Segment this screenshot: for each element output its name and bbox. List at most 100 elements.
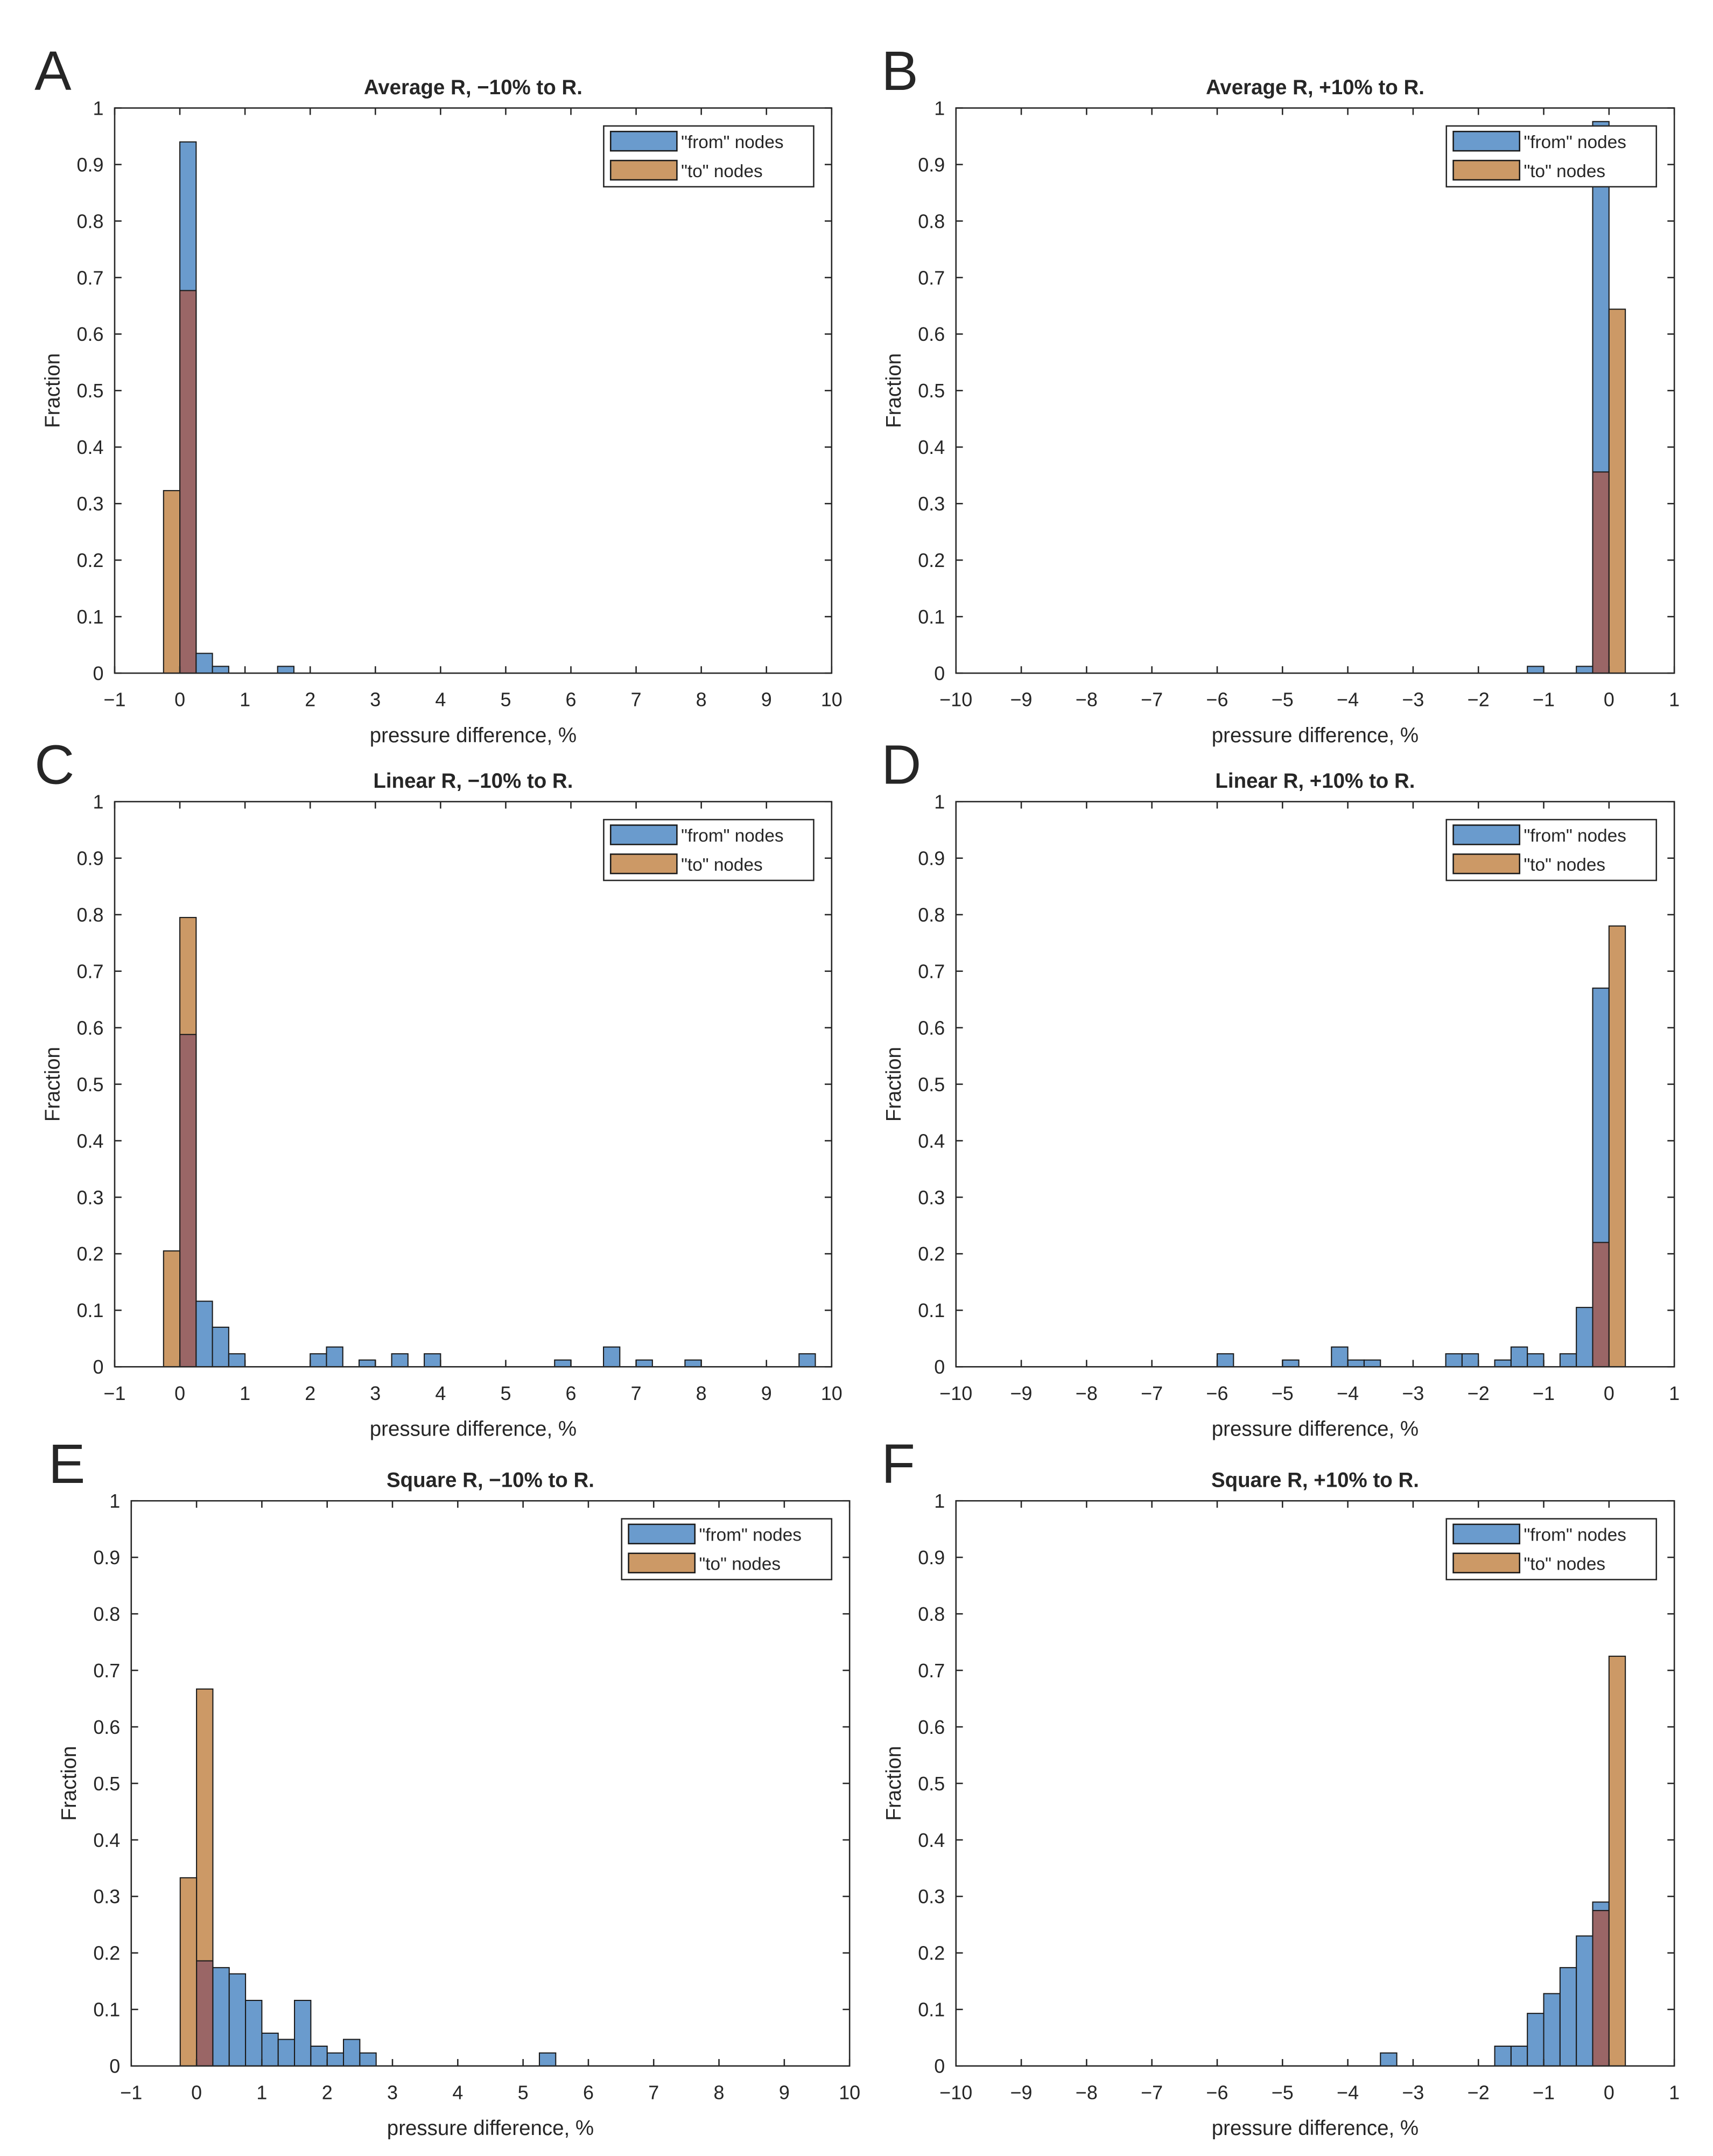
x-tick-label: 7 — [631, 1382, 642, 1404]
x-tick-label: −6 — [1206, 1382, 1228, 1404]
y-axis-label: Fraction — [41, 353, 64, 428]
bar-from-nodes — [326, 1346, 343, 1368]
bar-from-nodes — [1527, 666, 1544, 674]
y-tick-label: 0.2 — [918, 1243, 945, 1265]
y-tick-label: 0.7 — [918, 1660, 945, 1682]
y-tick-label: 0.5 — [93, 1773, 120, 1795]
legend-label-from: "from" nodes — [681, 132, 783, 152]
y-tick-label: 0.3 — [93, 1886, 120, 1908]
y-tick-label: 0.9 — [77, 848, 104, 870]
legend-swatch-to — [1452, 853, 1521, 874]
x-tick-label: 10 — [839, 2081, 860, 2103]
bar-from-nodes — [310, 2046, 328, 2067]
bar-to-nodes — [179, 1877, 198, 2067]
y-tick-label: 1 — [93, 97, 103, 119]
x-tick-label: −2 — [1468, 1382, 1490, 1404]
legend: "from" nodes "to" nodes — [1445, 125, 1658, 188]
y-tick-label: 0.5 — [918, 1073, 945, 1095]
bar-from-nodes — [684, 1359, 702, 1368]
x-axis-label: pressure difference, % — [1212, 1418, 1419, 1441]
legend-swatch-from — [609, 130, 678, 152]
x-tick-label: −1 — [104, 689, 126, 711]
bar-from-nodes — [1527, 2013, 1544, 2067]
y-tick-label: 0.7 — [77, 960, 104, 982]
x-tick-label: 5 — [518, 2081, 529, 2103]
x-tick-label: 0 — [174, 689, 185, 711]
bar-from-nodes — [212, 1967, 230, 2067]
y-tick-label: 0.2 — [93, 1942, 120, 1964]
legend-label-from: "from" nodes — [1524, 132, 1626, 152]
x-tick-label: 6 — [566, 689, 577, 711]
bar-from-nodes — [310, 1353, 327, 1368]
bar-overlap — [1592, 471, 1610, 674]
x-tick-label: 8 — [696, 689, 707, 711]
x-tick-label: −2 — [1468, 2081, 1490, 2103]
panel-letter: B — [881, 40, 918, 102]
x-tick-label: −7 — [1141, 689, 1163, 711]
y-tick-label: 0.5 — [918, 1773, 945, 1795]
y-tick-label: 0.5 — [77, 380, 104, 402]
legend-label-from: "from" nodes — [1524, 826, 1626, 846]
x-tick-label: 1 — [1669, 2081, 1680, 2103]
x-tick-label: 0 — [1604, 1382, 1614, 1404]
axes-box — [114, 107, 833, 674]
x-tick-label: 4 — [452, 2081, 463, 2103]
bar-from-nodes — [294, 2000, 312, 2067]
legend-swatch-to — [1452, 159, 1521, 181]
x-tick-label: −8 — [1076, 1382, 1098, 1404]
bar-from-nodes — [1576, 1307, 1593, 1368]
x-tick-label: −8 — [1076, 2081, 1098, 2103]
legend-label-to: "to" nodes — [1524, 162, 1605, 181]
legend: "from" nodes "to" nodes — [603, 125, 815, 188]
y-tick-label: 0.8 — [93, 1603, 120, 1625]
chart-title: Square R, −10% to R. — [387, 1469, 594, 1492]
bar-overlap — [179, 290, 197, 674]
x-tick-label: −8 — [1076, 689, 1098, 711]
y-tick-label: 0.6 — [918, 1017, 945, 1039]
x-tick-label: 4 — [435, 689, 446, 711]
chart-title: Average R, −10% to R. — [364, 76, 582, 99]
x-tick-label: 2 — [305, 689, 315, 711]
y-tick-label: 0.9 — [93, 1546, 120, 1569]
bar-from-nodes — [195, 1300, 213, 1368]
bar-from-nodes — [798, 1353, 816, 1368]
bar-from-nodes — [1527, 1353, 1544, 1368]
bar-from-nodes — [228, 1353, 246, 1368]
x-tick-label: −9 — [1010, 1382, 1033, 1404]
x-axis-label: pressure difference, % — [370, 1418, 577, 1441]
bar-from-nodes — [212, 1326, 229, 1368]
panel-d: D Linear R, +10% to R. pressure difference… — [881, 733, 1680, 1440]
x-tick-label: −4 — [1337, 689, 1359, 711]
panel-letter: E — [48, 1433, 85, 1495]
x-tick-label: 9 — [761, 1382, 772, 1404]
legend-swatch-from — [628, 1523, 696, 1545]
bar-from-nodes — [1494, 1359, 1512, 1368]
y-tick-label: 1 — [934, 791, 945, 813]
y-tick-label: 0.2 — [918, 1942, 945, 1964]
bar-from-nodes — [1576, 1935, 1593, 2067]
y-tick-label: 0.8 — [918, 1603, 945, 1625]
x-tick-label: 8 — [696, 1382, 707, 1404]
y-tick-label: 0.1 — [918, 1299, 945, 1321]
x-tick-label: 5 — [500, 1382, 511, 1404]
x-tick-label: 3 — [370, 689, 381, 711]
panel-b: B Average R, +10% to R. pressure differenc… — [881, 40, 1680, 747]
bar-from-nodes — [1331, 1346, 1349, 1368]
y-tick-label: 0.6 — [77, 323, 104, 345]
axes-box — [114, 801, 833, 1368]
y-tick-label: 0.1 — [77, 1299, 104, 1321]
y-axis-label: Fraction — [882, 1746, 905, 1821]
legend-swatch-from — [609, 824, 678, 845]
legend-swatch-to — [1452, 1552, 1521, 1573]
bar-from-nodes — [195, 653, 213, 674]
bar-from-nodes — [1282, 1359, 1300, 1368]
bar-from-nodes — [1445, 1353, 1463, 1368]
x-tick-label: −1 — [104, 1382, 126, 1404]
y-tick-label: 1 — [934, 1490, 945, 1512]
legend-swatch-to — [609, 853, 678, 874]
y-tick-label: 0.3 — [918, 1186, 945, 1208]
x-tick-label: −1 — [1533, 2081, 1555, 2103]
y-tick-label: 0 — [934, 2055, 945, 2077]
y-tick-label: 0.1 — [93, 1999, 120, 2021]
x-tick-label: 4 — [435, 1382, 446, 1404]
